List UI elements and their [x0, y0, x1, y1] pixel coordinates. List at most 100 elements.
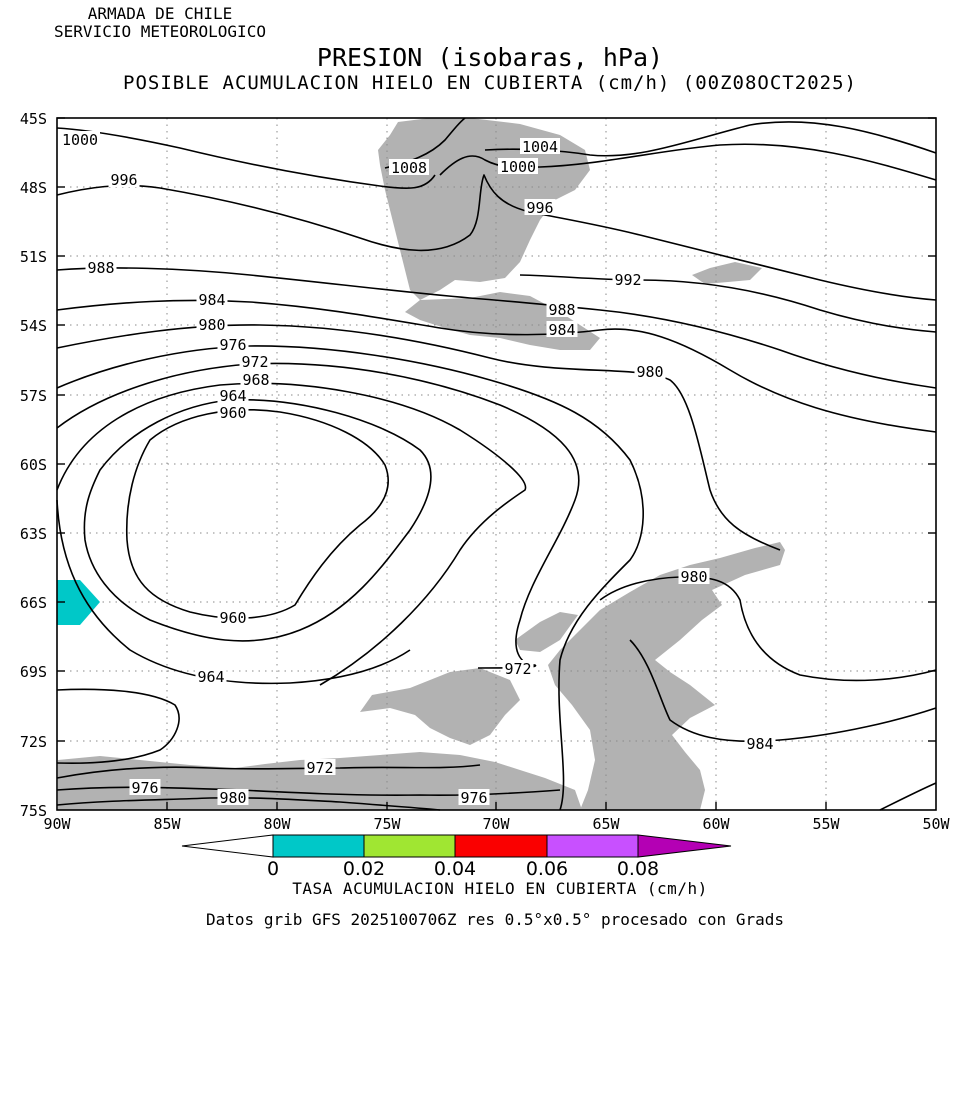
colorbar-segment: [637, 834, 732, 858]
isobar-1000-west: [56, 127, 436, 190]
isobar-label-background: [634, 363, 666, 379]
isobar-label-background: [239, 353, 271, 369]
isobar-label: 1000: [500, 158, 536, 176]
isobar-label-background: [524, 199, 556, 215]
isobar-980-south: [56, 797, 441, 811]
colorbar-tick-label: 0: [267, 858, 279, 880]
isobar-label-background: [612, 271, 644, 287]
ice-accretion-area: [57, 580, 100, 625]
isobar-label: 964: [197, 668, 224, 686]
lon-label: 65W: [592, 815, 620, 833]
map-subtitle: POSIBLE ACUMULACION HIELO EN CUBIERTA (c…: [123, 72, 857, 94]
lon-label: 55W: [812, 815, 840, 833]
isobar-label-background: [196, 316, 228, 332]
land-alexander-island: [360, 668, 520, 745]
isobar-992: [519, 274, 937, 333]
lon-label: 70W: [482, 815, 510, 833]
isobar-label: 996: [526, 199, 553, 217]
isobar-label-background: [85, 259, 117, 275]
isobar-south-east: [879, 782, 937, 811]
colorbar-segment: [272, 834, 365, 858]
isobar-label: 984: [746, 735, 773, 753]
isobar-label-background: [498, 158, 538, 174]
isobar-label: 980: [198, 316, 225, 334]
isobar-labels: 1000996988984980976972968964960960964100…: [60, 131, 776, 807]
colorbar-segment: [181, 834, 274, 858]
isobar-960: [125, 409, 389, 619]
isobar-label-background: [520, 138, 560, 154]
lat-label: 51S: [20, 248, 47, 266]
isobar-label: 980: [219, 789, 246, 807]
isobar-label-background: [217, 387, 249, 403]
isobar-label: 964: [219, 387, 246, 405]
colorbar: [181, 834, 732, 858]
isobar-964: [83, 398, 432, 642]
isobar-label-background: [502, 660, 534, 676]
isobar-label-background: [217, 404, 249, 420]
isobar-label-background: [217, 336, 249, 352]
lat-label: 66S: [20, 594, 47, 612]
lon-label: 60W: [702, 815, 730, 833]
lat-label: 72S: [20, 733, 47, 751]
colorbar-segment: [546, 834, 639, 858]
isobar-984-east: [629, 639, 937, 743]
colorbar-segment: [363, 834, 456, 858]
isobar-label: 960: [219, 609, 246, 627]
isobar-label: 976: [219, 336, 246, 354]
lon-label: 85W: [153, 815, 181, 833]
lat-label: 48S: [20, 179, 47, 197]
isobar-1000-east: [439, 143, 937, 181]
isobar-label-background: [108, 171, 140, 187]
land-falklands: [692, 262, 762, 284]
isobar-label-background: [389, 159, 429, 175]
isobar-988-west: [56, 267, 937, 389]
lon-label: 50W: [922, 815, 950, 833]
colorbar-tick-label: 0.06: [526, 858, 568, 880]
isobar-label-background: [304, 759, 336, 775]
lat-label: 54S: [20, 317, 47, 335]
isobar-label-background: [678, 568, 710, 584]
isobar-label: 984: [198, 291, 225, 309]
lat-label: 57S: [20, 387, 47, 405]
axis-ticks: [57, 117, 936, 810]
organization-department: SERVICIO METEOROLOGICO: [54, 22, 266, 41]
isobar-label: 1008: [391, 159, 427, 177]
isobar-label-background: [217, 789, 249, 805]
isobar-southwest-loop: [56, 688, 180, 765]
isobar-972-south: [56, 764, 481, 779]
isobar-label: 968: [242, 371, 269, 389]
isobar-label-background: [129, 779, 161, 795]
lat-label: 69S: [20, 663, 47, 681]
isobar-label-background: [458, 789, 490, 805]
isobar-label: 988: [87, 259, 114, 277]
isobar-968: [56, 382, 527, 686]
colorbar-tick-label: 0.02: [343, 858, 385, 880]
lon-label: 75W: [373, 815, 401, 833]
isobar-label-background: [546, 301, 578, 317]
lat-lon-grid: [57, 118, 936, 810]
colorbar-tick-label: 0.04: [434, 858, 476, 880]
isobar-label: 980: [636, 363, 663, 381]
isobar-label-background: [546, 321, 578, 337]
isobar-label: 972: [306, 759, 333, 777]
isobar-label: 976: [460, 789, 487, 807]
isobar-label: 988: [548, 301, 575, 319]
lat-label: 60S: [20, 456, 47, 474]
isobar-label: 972: [241, 353, 268, 371]
lon-label: 90W: [43, 815, 71, 833]
isobar-label: 984: [548, 321, 575, 339]
isobar-label-background: [60, 131, 100, 147]
lat-label: 63S: [20, 525, 47, 543]
colorbar-segment: [454, 834, 548, 858]
organization-name: ARMADA DE CHILE: [87, 4, 233, 23]
lat-label: 75S: [20, 802, 47, 820]
data-source-footer: Datos grib GFS 2025100706Z res 0.5°x0.5°…: [206, 910, 784, 929]
colorbar-tick-labels: 0 0.02 0.04 0.06 0.08: [267, 858, 659, 880]
isobar-996-west: [56, 174, 937, 301]
map-title: PRESION (isobaras, hPa): [316, 43, 664, 72]
colorbar-tick-label: 0.08: [617, 858, 659, 880]
lon-label: 80W: [263, 815, 291, 833]
isobar-label: 996: [110, 171, 137, 189]
isobar-label: 992: [614, 271, 641, 289]
